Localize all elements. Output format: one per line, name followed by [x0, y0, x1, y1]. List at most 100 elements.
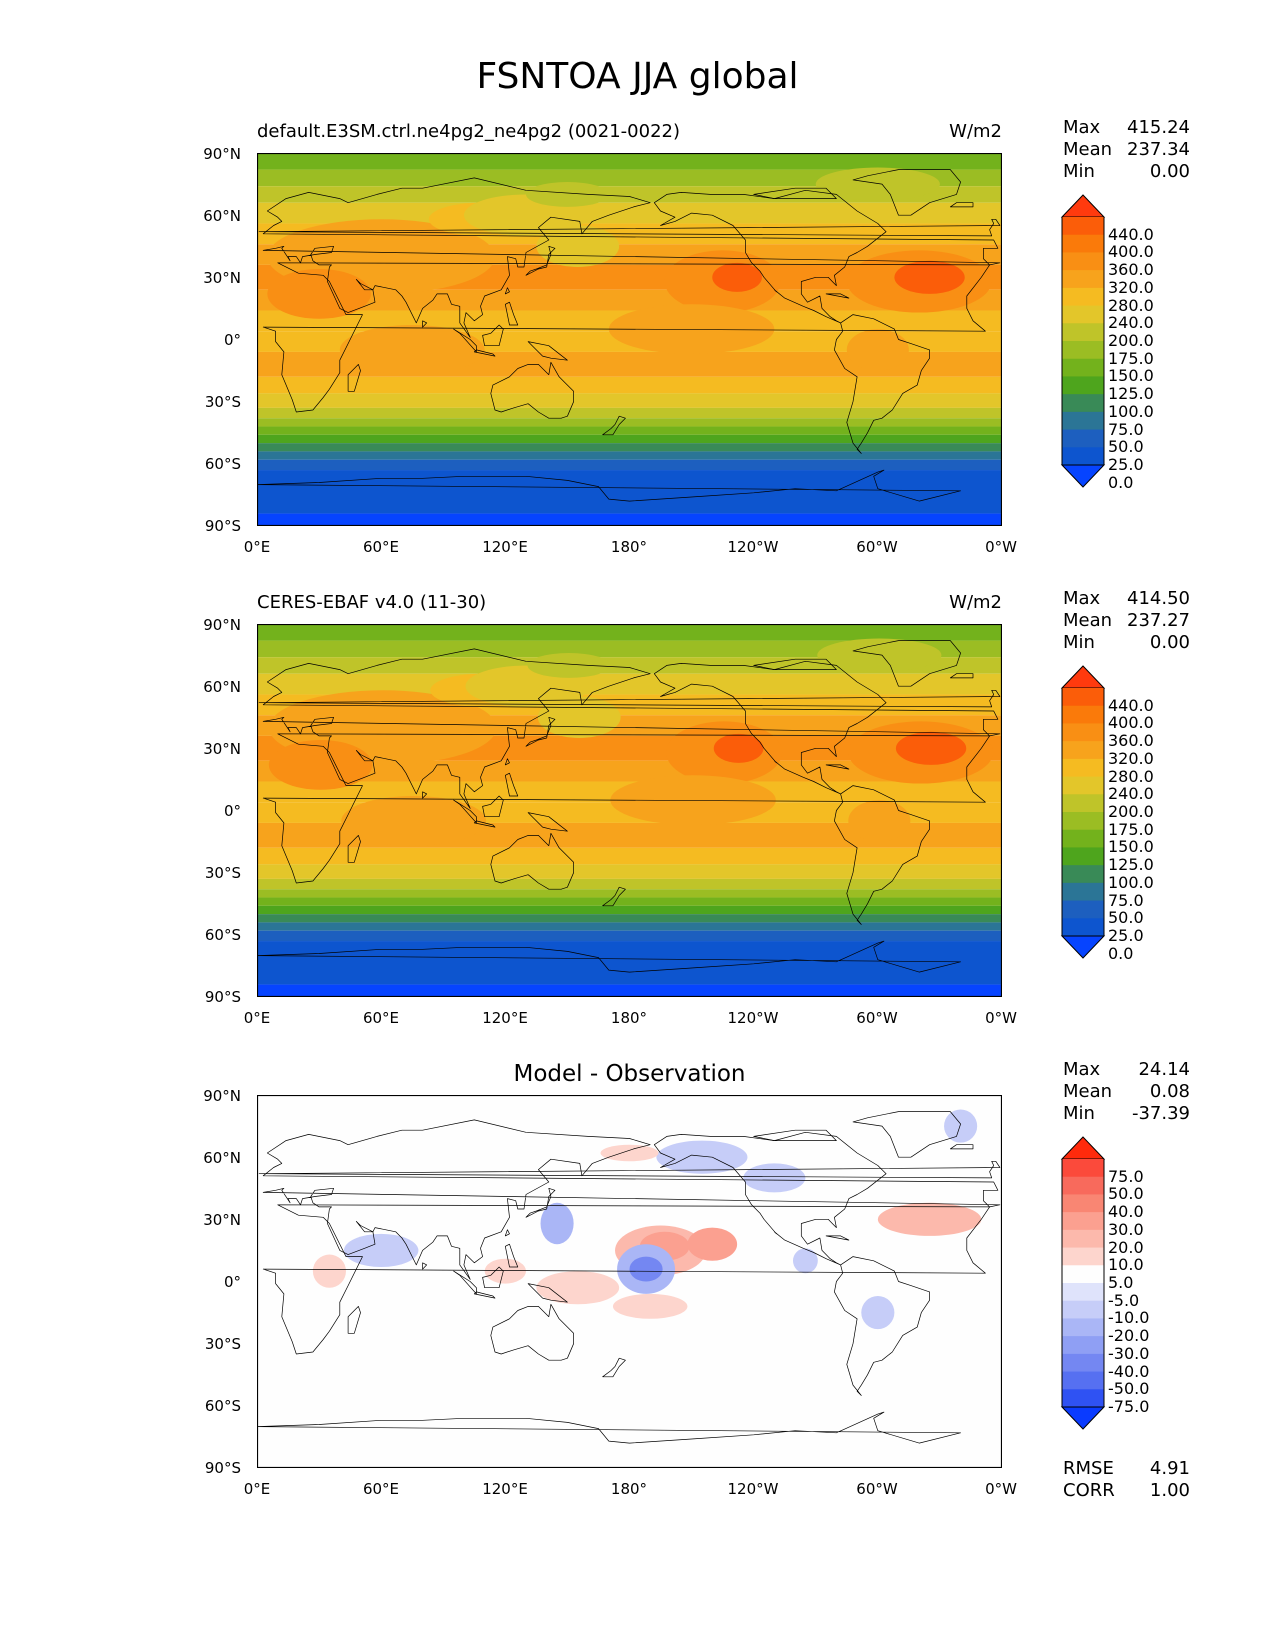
contour-band — [257, 930, 1002, 942]
coastline — [258, 689, 1001, 708]
coastline — [422, 1262, 428, 1270]
stat-label: Max — [1063, 117, 1101, 138]
coastline — [258, 1160, 1001, 1179]
coastline — [852, 1111, 961, 1158]
coastline — [262, 1119, 1001, 1280]
y-tick-label: 90°S — [204, 517, 241, 535]
contour-region — [536, 225, 620, 267]
contour-region — [600, 1144, 659, 1162]
metric-corr: 1.00 — [1149, 1480, 1190, 1501]
colorbar-segment — [1062, 918, 1104, 937]
colorbar-tick-label: 175.0 — [1108, 348, 1154, 368]
map-plot-observation — [257, 624, 1002, 997]
colorbar-tick-label: 20.0 — [1108, 1237, 1144, 1257]
coastline — [490, 361, 574, 419]
contour-band — [257, 451, 1002, 460]
colorbar-segment — [1062, 287, 1104, 307]
stat-min: 0.00 — [1149, 632, 1190, 653]
contour-region — [537, 696, 621, 738]
coastline — [504, 1243, 519, 1268]
x-tick-label: 0°E — [243, 1480, 271, 1498]
x-tick-label: 60°E — [362, 1480, 400, 1498]
colorbar-segment — [1062, 829, 1104, 848]
colorbar-tick-label: 150.0 — [1108, 837, 1154, 857]
x-tick-label: 60°W — [856, 1009, 898, 1027]
y-tick-label: 30°N — [203, 269, 241, 287]
contour-region — [610, 775, 776, 826]
contour-region — [815, 167, 940, 201]
contour-band — [257, 393, 1002, 408]
y-tick-label: 90°S — [204, 1459, 241, 1477]
colorbar — [1060, 665, 1106, 959]
colorbar-tick-label: 75.0 — [1108, 419, 1144, 439]
y-tick-label: 60°N — [203, 207, 241, 225]
stat-label: Max — [1063, 1059, 1101, 1080]
coastline — [653, 660, 887, 795]
x-tick-label: 60°W — [856, 1480, 898, 1498]
colorbar-tick-label: 125.0 — [1108, 855, 1154, 875]
colorbar-tick-label: 0.0 — [1108, 472, 1134, 492]
contour-band — [257, 418, 1002, 427]
colorbar-segment — [1062, 1229, 1104, 1249]
contour-region — [526, 182, 609, 207]
colorbar-segment — [1062, 1336, 1104, 1355]
coastline — [834, 785, 930, 925]
contour-band — [257, 878, 1002, 890]
coastline — [257, 940, 961, 973]
coastline — [525, 1187, 556, 1218]
x-tick-label: 180° — [610, 538, 648, 556]
colorbar-tick-label: 280.0 — [1108, 766, 1154, 786]
colorbar-tick-label: 75.0 — [1108, 890, 1144, 910]
coastline — [527, 812, 568, 832]
contour-region — [629, 1256, 663, 1282]
contour-band — [257, 459, 1002, 471]
x-tick-label: 0°W — [985, 1480, 1017, 1498]
coastline — [504, 758, 510, 766]
panel-title: default.E3SM.ctrl.ne4pg2_ne4pg2 (0021-00… — [257, 121, 680, 142]
stat-label: Mean — [1063, 1081, 1113, 1102]
y-tick-label: 30°N — [203, 740, 241, 758]
coastline — [602, 415, 626, 436]
contour-band — [257, 905, 1002, 915]
y-tick-label: 0° — [223, 802, 241, 820]
stat-min: -37.39 — [1131, 1103, 1190, 1124]
colorbar-tick-label: 25.0 — [1108, 926, 1144, 945]
contour-band — [257, 889, 1002, 898]
colorbar-outline — [1061, 1159, 1105, 1407]
y-tick-label: 30°S — [204, 1335, 241, 1353]
colorbar-segment — [1062, 217, 1104, 236]
y-tick-label: 30°N — [203, 1211, 241, 1229]
colorbar-tick-label: 100.0 — [1108, 872, 1154, 892]
x-tick-label: 60°W — [856, 538, 898, 556]
coastline — [347, 1306, 361, 1334]
colorbar-segment — [1062, 1389, 1104, 1408]
stats-box: Max 24.14 Mean 0.08 Min -37.39 — [1063, 1059, 1190, 1125]
coastline — [258, 218, 1001, 237]
colorbar-segment — [1062, 882, 1104, 902]
y-tick-label: 30°S — [204, 864, 241, 882]
coastline — [753, 1129, 837, 1141]
colorbar-tick-label: 200.0 — [1108, 802, 1154, 821]
colorbar-tick-label: 400.0 — [1108, 713, 1154, 733]
contour-region — [341, 795, 487, 846]
contour-region — [268, 740, 373, 790]
contour-band — [257, 426, 1002, 435]
colorbar-segment — [1062, 1371, 1104, 1390]
coastline — [527, 1283, 568, 1303]
coastline — [949, 1144, 974, 1150]
y-tick-label: 60°N — [203, 1149, 241, 1167]
colorbar-segment — [1062, 900, 1104, 919]
colorbar-tick-label: -30.0 — [1108, 1343, 1150, 1363]
coastline — [653, 1131, 887, 1266]
x-tick-label: 60°E — [362, 1009, 400, 1027]
coastline — [602, 1357, 626, 1378]
contour-region — [339, 324, 485, 375]
colorbar-tick-label: -5.0 — [1108, 1290, 1140, 1310]
colorbar-tick-label: 10.0 — [1108, 1255, 1144, 1275]
coastline — [834, 314, 930, 454]
contour-band — [257, 864, 1002, 879]
contour-band — [257, 914, 1002, 923]
colorbar-segment — [1062, 234, 1104, 253]
contour-region — [540, 1202, 574, 1245]
colorbar-tick-label: 400.0 — [1108, 242, 1154, 262]
